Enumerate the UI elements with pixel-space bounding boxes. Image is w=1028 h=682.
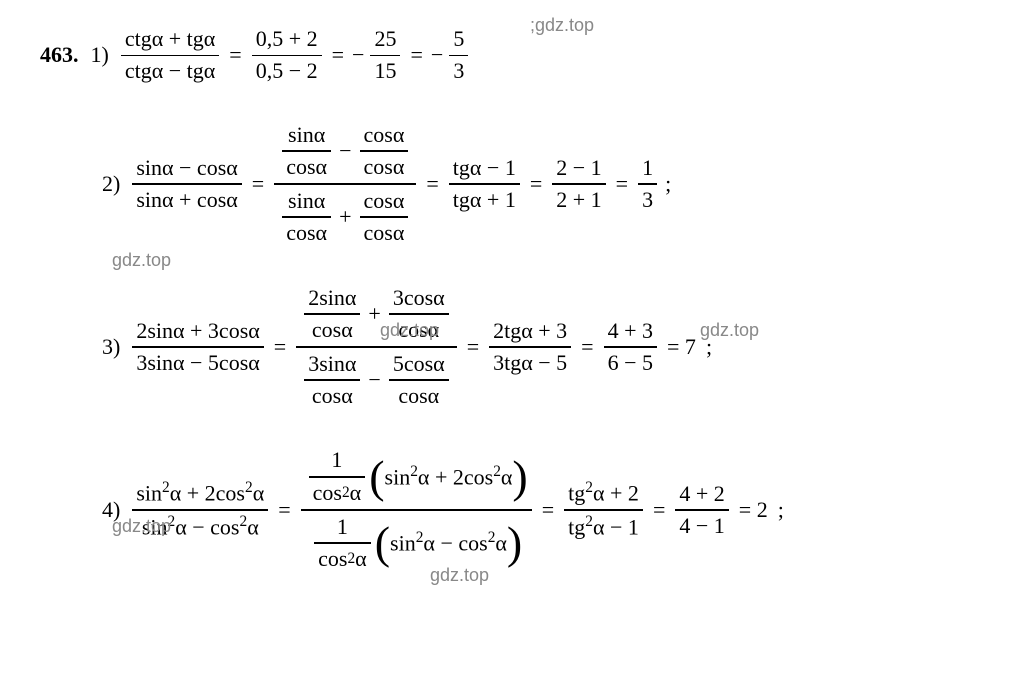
fraction: sinα − cosαsinα + cosα [132,153,241,216]
watermark: gdz.top [112,516,171,537]
watermark: gdz.top [112,250,171,271]
nested-fraction: sinαcosα − cosαcosα sinαcosα + cosαcosα [274,119,416,250]
watermark: gdz.top [430,565,489,586]
problem-item-3: 3) 2sinα + 3cosα3sinα − 5cosα = 2sinαcos… [40,282,988,413]
fraction: 2sinα + 3cosα3sinα − 5cosα [132,316,263,379]
formula: sin2α + 2cos2α [132,477,268,509]
result: = 2 [739,497,768,523]
nested-fraction: 1cos2α (sin2α + 2cos2α) 1cos2α (sin2α − … [301,444,532,575]
fraction: 4 + 36 − 5 [604,316,657,379]
fraction: tg2α + 2tg2α − 1 [564,477,643,542]
problem-item-4: 4) sin2α + 2cos2α sin2α − cos2α = 1cos2α… [40,444,988,575]
watermark: gdz.top [700,320,759,341]
item-number-3: 3) [102,334,120,360]
problem-item-1: 463. 1) ctgα + tgαctgα − tgα = 0,5 + 20,… [40,24,988,87]
fraction: 13 [638,153,657,216]
fraction: 4 + 24 − 1 [675,479,728,542]
fraction: 0,5 + 20,5 − 2 [252,24,322,87]
fraction: tgα − 1tgα + 1 [449,153,520,216]
watermark: gdz.top [380,320,439,341]
nested-fraction: 2sinαcosα + 3cosαcosα 3sinαcosα − 5cosαc… [296,282,456,413]
problem-item-2: 2) sinα − cosαsinα + cosα = sinαcosα − c… [40,119,988,250]
fraction: 53 [449,24,468,87]
fraction: 2 − 12 + 1 [552,153,605,216]
fraction: 2515 [370,24,400,87]
watermark: ;gdz.top [530,15,594,36]
problem-number: 463. [40,42,79,68]
fraction: ctgα + tgαctgα − tgα [121,24,219,87]
item-number-1: 1) [91,42,109,68]
item-number-2: 2) [102,171,120,197]
fraction: 2tgα + 33tgα − 5 [489,316,571,379]
result: = 7 [667,334,696,360]
